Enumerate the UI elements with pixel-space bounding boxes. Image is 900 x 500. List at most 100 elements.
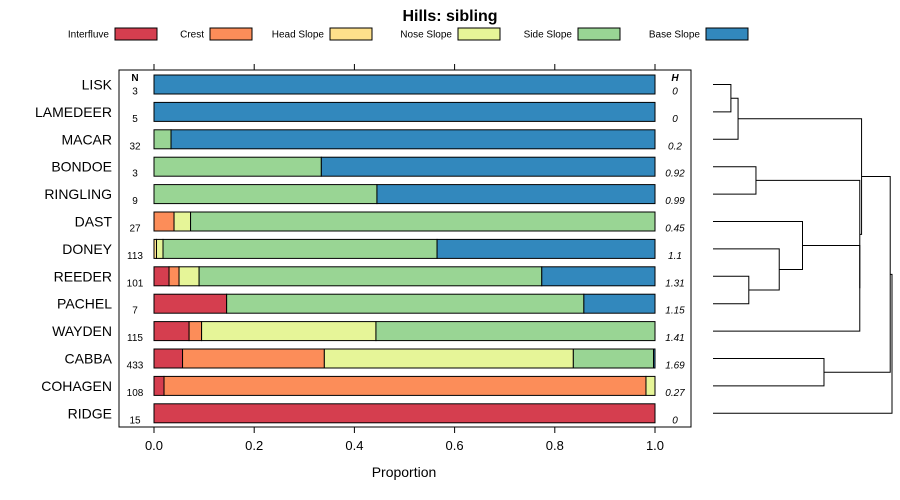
bar-segment-base-slope	[541, 266, 656, 287]
bar-segment-base-slope	[170, 129, 656, 150]
bar-row-ridge: RIDGE 15 0	[68, 403, 678, 426]
x-tick-label: 0.0	[145, 438, 163, 453]
bar-segment-nose-slope	[323, 348, 574, 369]
bar-row-bondoe: BONDOE 3 0.92	[51, 156, 685, 180]
dendrogram-branch	[713, 97, 739, 140]
bar-segment-nose-slope	[201, 321, 377, 342]
dendrogram-branch	[713, 273, 893, 414]
dendrogram-branch	[738, 118, 863, 235]
bar-segment-nose-slope	[156, 238, 164, 259]
x-tick-label: 0.2	[245, 438, 263, 453]
bar-segment-base-slope	[153, 74, 656, 95]
legend-swatch-interfluve	[114, 27, 158, 41]
bar-segment-crest	[168, 266, 180, 287]
n-value: 101	[127, 278, 144, 289]
chart-title: Hills: sibling	[402, 8, 497, 25]
row-label: BONDOE	[51, 159, 112, 175]
bar-segment-base-slope	[153, 101, 656, 122]
h-value: 1.69	[665, 361, 685, 372]
dendrogram	[713, 84, 893, 414]
bar-segment-base-slope	[376, 184, 656, 205]
row-label: RINGLING	[44, 186, 112, 202]
n-value: 27	[129, 224, 141, 235]
bar-segment-interfluve	[153, 375, 165, 396]
dendrogram-branch	[713, 166, 757, 195]
bar-segment-side-slope	[153, 184, 378, 205]
bar-segment-interfluve	[153, 321, 190, 342]
legend: Interfluve Crest Head Slope Nose Slope Side …	[68, 27, 749, 41]
n-value: 9	[132, 196, 138, 207]
bar-segment-crest	[182, 348, 325, 369]
n-value: 433	[127, 361, 144, 372]
n-value: 115	[127, 333, 143, 344]
row-label: REEDER	[54, 268, 112, 284]
bar-rows: LISK 3 0 LAMEDEER 5 0 MACAR 32 0.2 BONDOE 3 0.92 RIN…	[35, 74, 685, 426]
legend-swatch-base-slope	[705, 27, 749, 41]
bar-segment-side-slope	[198, 266, 543, 287]
row-label: DONEY	[62, 241, 112, 257]
h-value: 0.27	[665, 388, 685, 399]
bar-row-doney: DONEY 113 1.1	[62, 238, 682, 262]
dendrogram-branch	[823, 176, 891, 373]
bar-row-pachel: PACHEL 7 1.15	[57, 293, 685, 317]
bar-row-cabba: CABBA 433 1.69	[65, 348, 685, 372]
h-header: H	[671, 73, 679, 84]
bar-row-macar: MACAR 32 0.2	[61, 129, 682, 152]
row-label: PACHEL	[57, 296, 112, 312]
row-label: WAYDEN	[52, 323, 112, 339]
n-value: 3	[132, 169, 138, 180]
n-value: 7	[132, 306, 138, 317]
h-value: 0	[672, 415, 678, 426]
x-tick-label: 1.0	[646, 438, 664, 453]
legend-swatch-crest	[209, 27, 253, 41]
n-header: N	[131, 73, 138, 84]
row-label: MACAR	[61, 131, 112, 147]
legend-swatch-nose-slope	[457, 27, 501, 41]
bar-row-reeder: REEDER 101 1.31	[54, 266, 685, 289]
legend-swatch-side-slope	[577, 27, 621, 41]
h-value: 1.15	[665, 306, 685, 317]
h-value: 1.1	[668, 251, 682, 262]
bar-row-ringling: RINGLING 9 0.99	[44, 184, 685, 207]
legend-label-base-slope: Base Slope	[649, 30, 701, 41]
h-value: 0.45	[665, 224, 685, 235]
bar-segment-side-slope	[162, 238, 438, 259]
bar-segment-interfluve	[153, 348, 184, 369]
dendrogram-branch	[713, 275, 750, 305]
dendrogram-branch	[713, 358, 825, 387]
bar-row-lisk: LISK 3 0	[82, 74, 678, 98]
n-value: 32	[129, 141, 141, 152]
bar-segment-crest	[188, 321, 203, 342]
bar-segment-interfluve	[153, 266, 170, 287]
h-value: 0	[672, 87, 678, 98]
bar-row-cohagen: COHAGEN 108 0.27	[41, 375, 685, 399]
x-tick-label: 0.8	[546, 438, 564, 453]
bar-segment-nose-slope	[645, 375, 656, 396]
bar-row-wayden: WAYDEN 115 1.41	[52, 321, 685, 344]
row-label: LISK	[82, 77, 113, 93]
row-label: CABBA	[65, 351, 113, 367]
n-value: 5	[132, 114, 138, 125]
bar-segment-base-slope	[436, 238, 656, 259]
dendrogram-branch	[713, 84, 732, 113]
row-label: LAMEDEER	[35, 104, 112, 120]
bar-segment-side-slope	[572, 348, 654, 369]
bar-segment-base-slope	[652, 348, 656, 369]
row-label: DAST	[75, 214, 113, 230]
x-axis: 0.0 0.2 0.4 0.6 0.8 1.0	[145, 64, 664, 453]
x-tick-label: 0.4	[345, 438, 363, 453]
legend-label-nose-slope: Nose Slope	[400, 30, 452, 41]
bar-segment-side-slope	[375, 321, 656, 342]
bar-segment-side-slope	[153, 129, 172, 150]
bar-segment-nose-slope	[178, 266, 200, 287]
h-value: 0.99	[665, 196, 685, 207]
h-value: 0.2	[668, 141, 682, 152]
x-tick-label: 0.6	[446, 438, 464, 453]
dendrogram-branch	[713, 248, 780, 291]
h-value: 1.31	[665, 278, 684, 289]
n-value: 113	[127, 251, 143, 262]
n-value: 3	[132, 87, 138, 98]
bar-row-dast: DAST 27 0.45	[75, 211, 685, 235]
plot-frame	[118, 69, 692, 428]
